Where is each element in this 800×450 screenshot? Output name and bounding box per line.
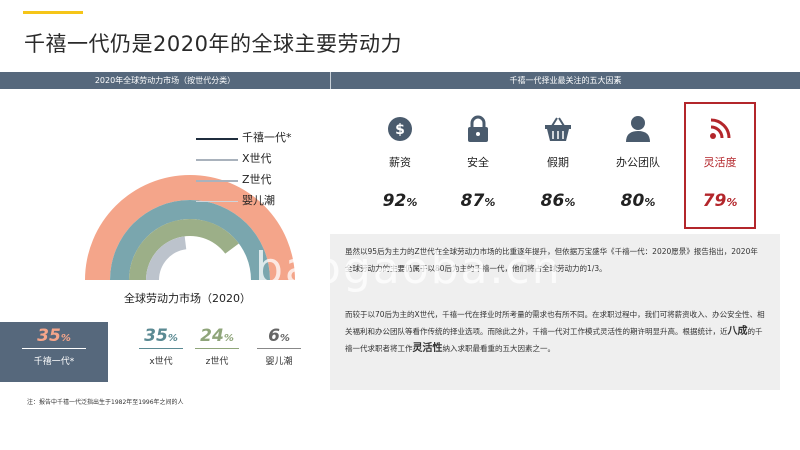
millennial-stat-box <box>0 322 108 382</box>
chart-caption: 全球劳动力市场（2020） <box>124 292 251 305</box>
ring-millennial <box>85 175 295 280</box>
rss-icon <box>684 112 756 146</box>
stat-underline-genz <box>195 348 239 349</box>
stat-value-boomer: 6% <box>268 326 290 346</box>
legend-label-boomer: 婴儿潮 <box>242 194 275 207</box>
page-title: 千禧一代仍是2020年的全球主要劳动力 <box>24 32 402 56</box>
factor-label-vacation: 假期 <box>547 156 569 169</box>
stat-millennial: 35% 千禧一代* <box>0 326 108 367</box>
factor-label-security: 安全 <box>467 156 489 169</box>
factor-salary: $ 薪资 92% <box>365 112 435 211</box>
stat-value-genx: 35% <box>144 326 178 346</box>
legend-line-genz <box>196 180 238 182</box>
stat-label-genx: x世代 <box>149 357 173 367</box>
legend-line-genx <box>196 159 238 161</box>
legend-line-boomer <box>196 201 238 202</box>
ring-genx <box>110 200 270 280</box>
legend-label-millennial: 千禧一代* <box>242 131 292 144</box>
footnote: 注：报告中千禧一代泛指出生于1982年至1996年之间的人 <box>27 399 184 406</box>
stat-value-millennial: 35% <box>37 326 71 346</box>
left-section-header: 2020年全球劳动力市场（按世代分类） <box>94 76 236 85</box>
description-panel: 虽然以95后为主力的Z世代在全球劳动力市场的比重逐年提升，但依据万宝盛华《千禧一… <box>330 234 780 390</box>
factor-value-salary: 92% <box>382 191 418 211</box>
stat-label-millennial: 千禧一代* <box>33 357 75 367</box>
factor-value-flexibility: 79% <box>702 191 738 211</box>
factor-team: 办公团队 80% <box>603 112 673 211</box>
ring-boomer <box>146 236 187 280</box>
lock-icon <box>443 112 513 146</box>
stat-boomer: 6% 婴儿潮 <box>244 326 314 367</box>
right-section-header: 千禧一代择业最关注的五大因素 <box>509 76 622 85</box>
basket-icon <box>523 112 593 146</box>
stat-underline-boomer <box>257 348 301 349</box>
stat-genz: 24% z世代 <box>182 326 252 367</box>
svg-text:$: $ <box>395 122 405 138</box>
stat-genx: 35% x世代 <box>126 326 196 367</box>
factor-label-salary: 薪资 <box>389 156 411 169</box>
generation-ring-chart <box>85 175 295 280</box>
factor-label-flexibility: 灵活度 <box>703 156 737 169</box>
stat-underline-millennial <box>22 348 86 349</box>
stat-label-genz: z世代 <box>205 357 229 367</box>
section-header-bar: 2020年全球劳动力市场（按世代分类） 千禧一代择业最关注的五大因素 <box>0 72 800 89</box>
title-accent-line <box>23 11 83 14</box>
flexibility-highlight-box <box>684 102 756 229</box>
person-icon <box>603 112 673 146</box>
factor-flexibility: 灵活度 79% <box>684 112 756 211</box>
stat-value-genz: 24% <box>200 326 234 346</box>
legend-label-genx: X世代 <box>242 152 272 165</box>
paragraph-1: 虽然以95后为主力的Z世代在全球劳动力市场的比重逐年提升，但依据万宝盛华《千禧一… <box>345 247 758 273</box>
factor-security: 安全 87% <box>443 112 513 211</box>
factor-vacation: 假期 86% <box>523 112 593 211</box>
ring-genz <box>129 219 239 280</box>
factor-value-team: 80% <box>620 191 656 211</box>
stat-label-boomer: 婴儿潮 <box>265 357 293 367</box>
stat-underline-genx <box>139 348 183 349</box>
factor-value-vacation: 86% <box>540 191 576 211</box>
legend-line-millennial <box>196 138 238 140</box>
watermark: baogaoba.cn <box>255 243 562 294</box>
factor-value-security: 87% <box>460 191 496 211</box>
header-divider <box>330 72 331 89</box>
paragraph-2: 而较于以70后为主的X世代，千禧一代在择业时所考量的需求也有所不同。在求职过程中… <box>345 310 765 354</box>
money-icon: $ <box>365 112 435 146</box>
factor-label-team: 办公团队 <box>616 156 660 169</box>
legend-label-genz: Z世代 <box>242 173 272 186</box>
